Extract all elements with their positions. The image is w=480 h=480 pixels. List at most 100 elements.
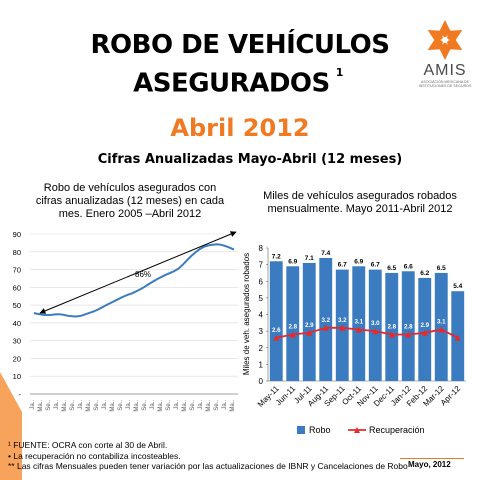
left-x-tick-label: Se.. (94, 400, 100, 411)
left-x-tick-label: Ja.. (54, 400, 60, 410)
slide-subtitle: Abril 2012 (170, 114, 310, 142)
robo-bar (319, 257, 333, 381)
left-y-tick-label: 10 (13, 372, 21, 381)
left-x-tick-label: Ma.. (86, 400, 92, 412)
robo-bar-label: 6.2 (420, 270, 429, 277)
recuperacion-marker (322, 324, 329, 331)
recuperacion-marker (306, 329, 313, 336)
orange-accent-shape (0, 372, 22, 480)
right-y-tick-label: 1 (259, 360, 264, 369)
slide-title: ROBO DE VEHÍCULOS ASEGURADOS 1 (80, 28, 400, 101)
robo-bar-label: 6.7 (371, 262, 380, 269)
recuperacion-label: 2.9 (305, 322, 314, 329)
recuperacion-marker (289, 331, 296, 338)
left-x-tick-label: Se.. (118, 400, 124, 411)
legend-robo-swatch (297, 426, 305, 434)
logo-text: AMIS (423, 62, 467, 79)
recuperacion-label: 3.1 (354, 318, 363, 325)
robo-bar-label: 6.6 (404, 263, 413, 270)
recuperacion-label: 3.2 (338, 317, 347, 324)
recuperacion-label: 2.9 (420, 322, 429, 329)
right-y-tick-label: 4 (259, 311, 264, 320)
logo-subtext: ASOCIACIÓN MEXICANA DE INSTITUCIONES DE … (418, 80, 472, 88)
left-x-tick-label: Ja.. (126, 400, 132, 410)
left-x-tick-label: Ma.. (110, 400, 116, 412)
robo-bar-label: 7.2 (272, 253, 281, 260)
robo-bar-label: 6.5 (437, 265, 446, 272)
slide-date: Mayo, 2012 (408, 460, 451, 469)
left-x-tick-label: Ja.. (174, 400, 180, 410)
right-y-tick-label: 7 (259, 261, 264, 270)
footnote-recuperacion: • La recuperación no contabiliza incoste… (8, 450, 181, 461)
footnote-monthly: ** Las cifras Mensuales pueden tener var… (8, 461, 408, 471)
right-y-axis-label: Miles de veh. asegurados robados (242, 253, 251, 375)
left-x-tick-label: Ma.. (134, 400, 140, 412)
recuperacion-marker (339, 324, 346, 331)
robo-bar-label: 6.9 (288, 258, 297, 265)
growth-annotation: 86% (135, 270, 151, 279)
footnotes: ¹ FUENTE: OCRA con corte al 30 de Abril.… (8, 440, 408, 472)
right-y-tick-label: 2 (259, 344, 264, 353)
robo-bar-label: 6.5 (387, 265, 396, 272)
right-y-tick-label: 8 (259, 244, 264, 253)
robo-bar (401, 271, 415, 381)
recuperacion-marker (454, 334, 461, 341)
right-y-tick-label: 3 (259, 327, 264, 336)
recuperacion-label: 2.8 (387, 323, 396, 330)
recuperacion-marker (273, 334, 280, 341)
recuperacion-label: 3.2 (321, 317, 330, 324)
robo-bar (286, 266, 300, 381)
title-line-1: ROBO DE VEHÍCULOS (90, 30, 390, 60)
robo-bar (352, 266, 366, 381)
right-chart-legend: Robo Recuperación (297, 425, 425, 435)
robo-bar (418, 277, 432, 381)
recuperacion-label: 2.6 (272, 327, 281, 334)
left-x-tick-label: Ja.. (78, 400, 84, 410)
legend-recuperacion-marker (354, 427, 360, 433)
recuperacion-label: 2.8 (288, 323, 297, 330)
growth-arrow (39, 231, 237, 314)
left-x-tick-label: Ja.. (222, 400, 228, 410)
left-y-tick-label: 70 (13, 266, 21, 275)
robo-bar (385, 272, 399, 381)
left-series-line (33, 243, 235, 318)
footer-divider (400, 458, 464, 459)
left-x-tick-label: Ma.. (182, 400, 188, 412)
left-x-tick-label: Se.. (214, 400, 220, 411)
recuperacion-label: 3.1 (437, 318, 446, 325)
robo-bar-label: 6.9 (354, 258, 363, 265)
right-bar-chart: Miles de veh. asegurados robados 0 1 2 3 4 5 6… (242, 244, 466, 435)
legend-robo-label: Robo (309, 425, 331, 435)
left-x-tick-label: Ma.. (38, 400, 44, 412)
left-y-tick-label: 40 (13, 319, 21, 328)
left-x-tick-label: Ja.. (198, 400, 204, 410)
left-chart-title: Robo de vehículos asegurados con cifras … (35, 182, 225, 220)
robo-bar-label: 5.4 (453, 283, 462, 290)
recuperacion-marker (421, 329, 428, 336)
recuperacion-marker (405, 331, 412, 338)
section-heading: Cifras Anualizadas Mayo-Abril (12 meses) (97, 152, 403, 167)
left-y-tick-label: 60 (13, 283, 21, 292)
right-y-tick-label: 6 (259, 277, 264, 286)
left-y-tick-label: 30 (13, 337, 21, 346)
recuperacion-marker (372, 328, 379, 335)
recuperacion-label: 2.8 (404, 323, 413, 330)
recuperacion-label: 3.0 (371, 320, 380, 327)
left-x-tick-label: Se.. (46, 400, 52, 411)
right-chart-title: Miles de vehículos asegurados robados me… (263, 190, 457, 215)
recuperacion-marker (388, 331, 395, 338)
robo-bar-label: 7.4 (321, 250, 330, 257)
recuperacion-line (276, 326, 459, 339)
left-x-tick-label: Ja.. (30, 400, 36, 410)
title-superscript: 1 (335, 66, 344, 79)
right-y-tick-label: 0 (259, 377, 264, 386)
left-x-tick-label: Ja.. (150, 400, 156, 410)
left-x-tick-label: Se.. (190, 400, 196, 411)
amis-logo-icon (427, 20, 463, 60)
left-y-tick-label: 80 (13, 248, 21, 257)
robo-bar-label: 6.7 (338, 262, 347, 269)
left-y-tick-label: 20 (13, 354, 21, 363)
recuperacion-marker (438, 326, 445, 333)
left-x-tick-label: Ja.. (102, 400, 108, 410)
